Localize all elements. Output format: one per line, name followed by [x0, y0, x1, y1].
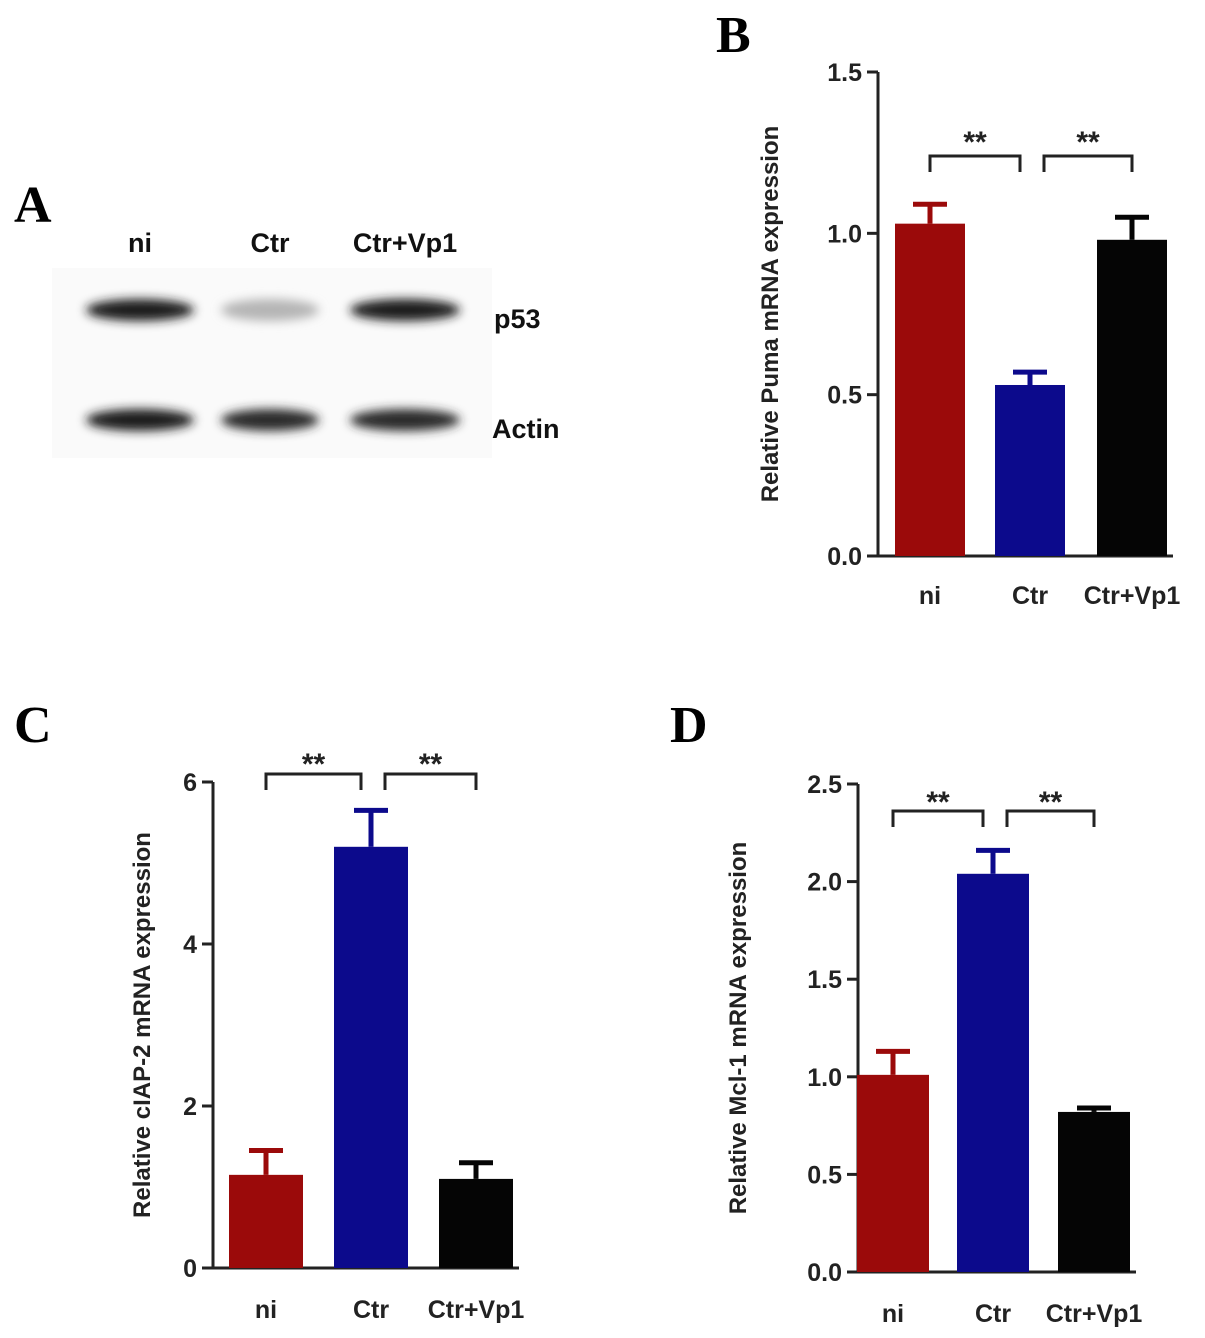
y-tick-label: 1.5: [807, 966, 842, 994]
significance-label: **: [302, 748, 326, 781]
bar-ni: [895, 223, 965, 557]
significance-bracket: [1042, 154, 1134, 172]
significance-bracket: [928, 154, 1022, 172]
significance-label: **: [419, 748, 443, 781]
panel-c-ciap2-chart: C 0 2 4 6 ni Ctr Ctr+Vp1 Relative cIAP-2 mRNA e…: [14, 697, 524, 1324]
y-tick-label: 1.0: [807, 1064, 842, 1092]
category-label: ni: [882, 1300, 904, 1328]
significance-bracket: [1005, 809, 1096, 827]
bar-ctr-vp1: [439, 1178, 513, 1268]
panel-d-mcl1-chart: D 0.0 0.5 1.0 1.5 2.0 2.5 ni Ctr Ctr+Vp1 Relative…: [670, 697, 1142, 1328]
significance-label: **: [1039, 786, 1063, 819]
y-tick-label: 1.5: [827, 59, 862, 87]
category-label: Ctr: [1012, 582, 1048, 610]
y-tick-label: 2.5: [807, 771, 842, 799]
significance-label: **: [926, 786, 950, 819]
panel-a-western-blot: A ni Ctr Ctr+Vp1 p53 Actin: [14, 177, 560, 458]
blot-band-p53-2: [350, 299, 460, 321]
category-label: ni: [255, 1296, 277, 1324]
y-axis-label: Relative cIAP-2 mRNA expression: [129, 832, 156, 1218]
bar-ctr-vp1: [1097, 239, 1167, 556]
blot-lane-label-0: ni: [128, 228, 152, 258]
significance-bracket: [891, 809, 985, 827]
bar-ctr-vp1: [1058, 1111, 1130, 1272]
blot-band-label-1: Actin: [492, 414, 560, 444]
y-tick-label: 6: [183, 769, 197, 797]
significance-label: **: [1076, 126, 1100, 159]
category-label: Ctr: [353, 1296, 389, 1324]
blot-band-actin-0: [86, 409, 194, 431]
panel-b-puma-chart: B 0.0 0.5 1.0 1.5 ni Ctr Ctr+Vp1 Relative Puma …: [716, 7, 1180, 610]
y-tick-label: 0.0: [807, 1259, 842, 1287]
y-tick-label: 0.0: [827, 543, 862, 571]
y-tick-label: 4: [183, 931, 197, 959]
significance-bracket: [383, 772, 478, 790]
bar-ctr: [334, 846, 408, 1268]
bar-ni: [857, 1074, 929, 1272]
bar-ctr: [957, 873, 1029, 1272]
blot-band-p53-1: [221, 299, 319, 321]
blot-band-actin-2: [350, 409, 460, 431]
y-tick-label: 2: [183, 1093, 197, 1121]
panel-letter-b: B: [716, 7, 751, 64]
blot-lane-labels: ni Ctr Ctr+Vp1: [128, 228, 457, 258]
y-tick-label: 0.5: [827, 382, 862, 410]
blot-bands: p53 Actin: [86, 299, 560, 444]
significance-label: **: [963, 126, 987, 159]
y-tick-label: 2.0: [807, 869, 842, 897]
blot-lane-label-2: Ctr+Vp1: [353, 228, 457, 258]
panel-letter-d: D: [670, 697, 708, 754]
panel-letter-c: C: [14, 697, 52, 754]
category-label: Ctr+Vp1: [1084, 582, 1181, 610]
y-tick-label: 0: [183, 1255, 197, 1283]
category-label: Ctr+Vp1: [428, 1296, 525, 1324]
panel-letter-a: A: [14, 177, 52, 234]
blot-band-actin-1: [221, 409, 319, 431]
category-label: ni: [919, 582, 941, 610]
blot-band-label-0: p53: [494, 304, 541, 334]
y-tick-label: 1.0: [827, 220, 862, 248]
y-axis-label: Relative Mcl-1 mRNA expression: [725, 842, 752, 1215]
significance-bracket: [264, 772, 363, 790]
category-label: Ctr+Vp1: [1046, 1300, 1143, 1328]
bar-ctr: [995, 384, 1065, 556]
category-label: Ctr: [975, 1300, 1011, 1328]
bar-ni: [229, 1174, 303, 1268]
blot-lane-label-1: Ctr: [251, 228, 290, 258]
y-tick-label: 0.5: [807, 1161, 842, 1189]
y-axis-label: Relative Puma mRNA expression: [757, 126, 784, 503]
blot-band-p53-0: [86, 299, 194, 321]
